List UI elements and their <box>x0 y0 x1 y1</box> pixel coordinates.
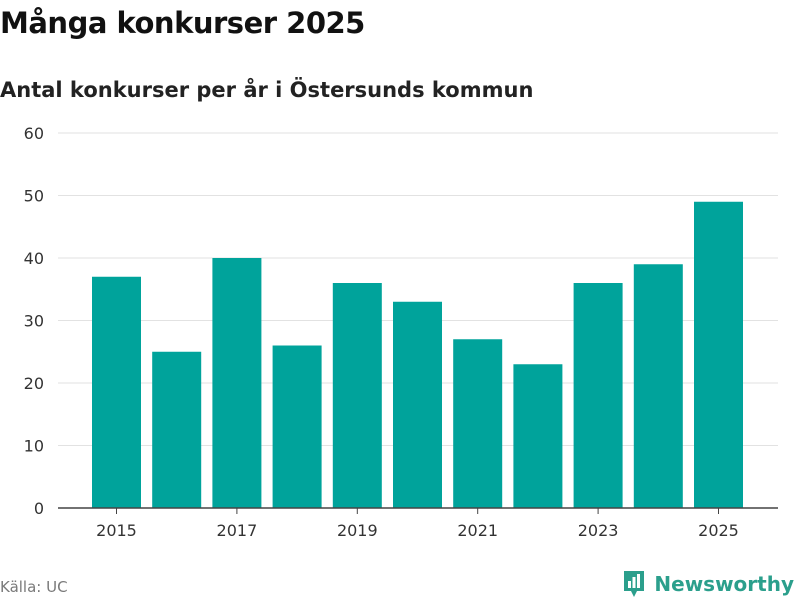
bar <box>453 339 503 508</box>
bar <box>92 276 141 508</box>
x-tick-label: 2019 <box>337 521 378 540</box>
y-tick-label: 60 <box>24 124 44 143</box>
bar <box>633 264 683 508</box>
bar <box>393 301 442 508</box>
x-tick-label: 2015 <box>96 521 137 540</box>
x-tick-label: 2023 <box>578 521 619 540</box>
chart-title: Många konkurser 2025 <box>0 6 365 40</box>
y-tick-label: 40 <box>24 249 44 268</box>
x-tick-label: 2021 <box>457 521 498 540</box>
y-tick-label: 10 <box>24 437 44 456</box>
bar <box>513 364 563 508</box>
bar-chart-pin-icon <box>624 571 645 597</box>
bar <box>573 283 623 508</box>
brand-name: Newsworthy <box>654 572 794 596</box>
y-tick-labels: 0 10 20 30 40 50 60 <box>24 124 44 518</box>
bar <box>332 283 382 508</box>
bar <box>272 345 322 508</box>
bars <box>92 201 743 508</box>
x-tick-label: 2017 <box>217 521 258 540</box>
bar <box>152 351 202 508</box>
y-tick-label: 30 <box>24 312 44 331</box>
x-tick-labels: 2015 2017 2019 2021 2023 2025 <box>96 508 739 540</box>
bar <box>694 201 743 508</box>
x-tick-label: 2025 <box>698 521 739 540</box>
y-tick-label: 0 <box>34 499 44 518</box>
bar <box>212 258 262 508</box>
brand-logo[interactable]: Newsworthy <box>622 569 794 599</box>
source-note: Källa: UC <box>0 578 68 596</box>
y-tick-label: 50 <box>24 187 44 206</box>
y-tick-label: 20 <box>24 374 44 393</box>
chart-subtitle: Antal konkurser per år i Östersunds komm… <box>0 78 534 102</box>
